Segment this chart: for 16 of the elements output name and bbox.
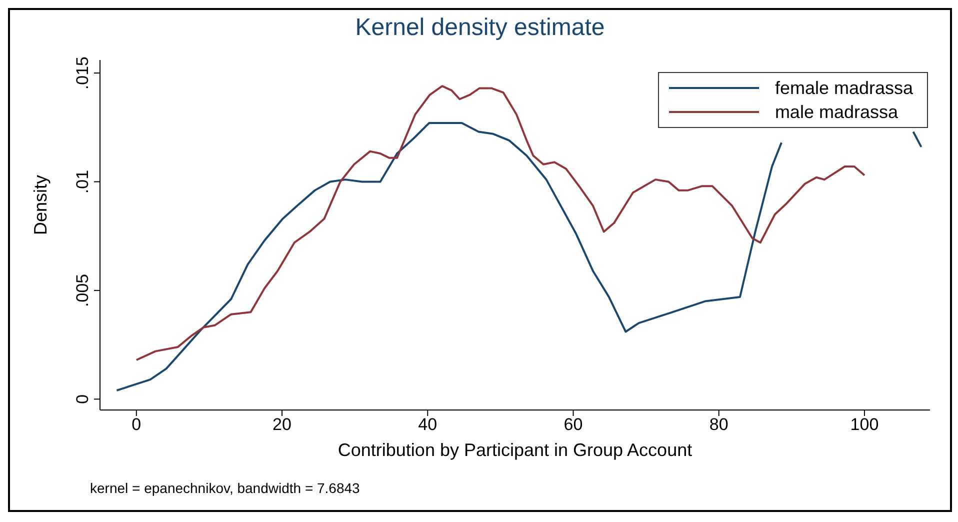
x-tick-label: 20 <box>272 415 292 434</box>
y-tick-label: 0 <box>73 394 92 404</box>
x-axis-title: Contribution by Participant in Group Account <box>338 440 692 460</box>
x-tick-label: 40 <box>418 415 438 434</box>
x-tick-label: 80 <box>709 415 728 434</box>
y-tick-label: .01 <box>73 170 92 194</box>
y-tick-label: .005 <box>73 274 92 307</box>
y-axis-title: Density <box>30 174 50 235</box>
x-tick-label: 60 <box>564 415 583 434</box>
y-tick-label: .015 <box>73 56 92 90</box>
x-tick-label: 0 <box>132 415 142 434</box>
legend-label: male madrassa <box>774 101 898 124</box>
x-tick-label: 100 <box>850 415 879 434</box>
legend-label: female madrassa <box>774 77 913 100</box>
text: kernel = epanechnikov, bandwidth = 7.6843 <box>90 480 360 496</box>
chart-title: Kernel density estimate <box>354 14 606 42</box>
